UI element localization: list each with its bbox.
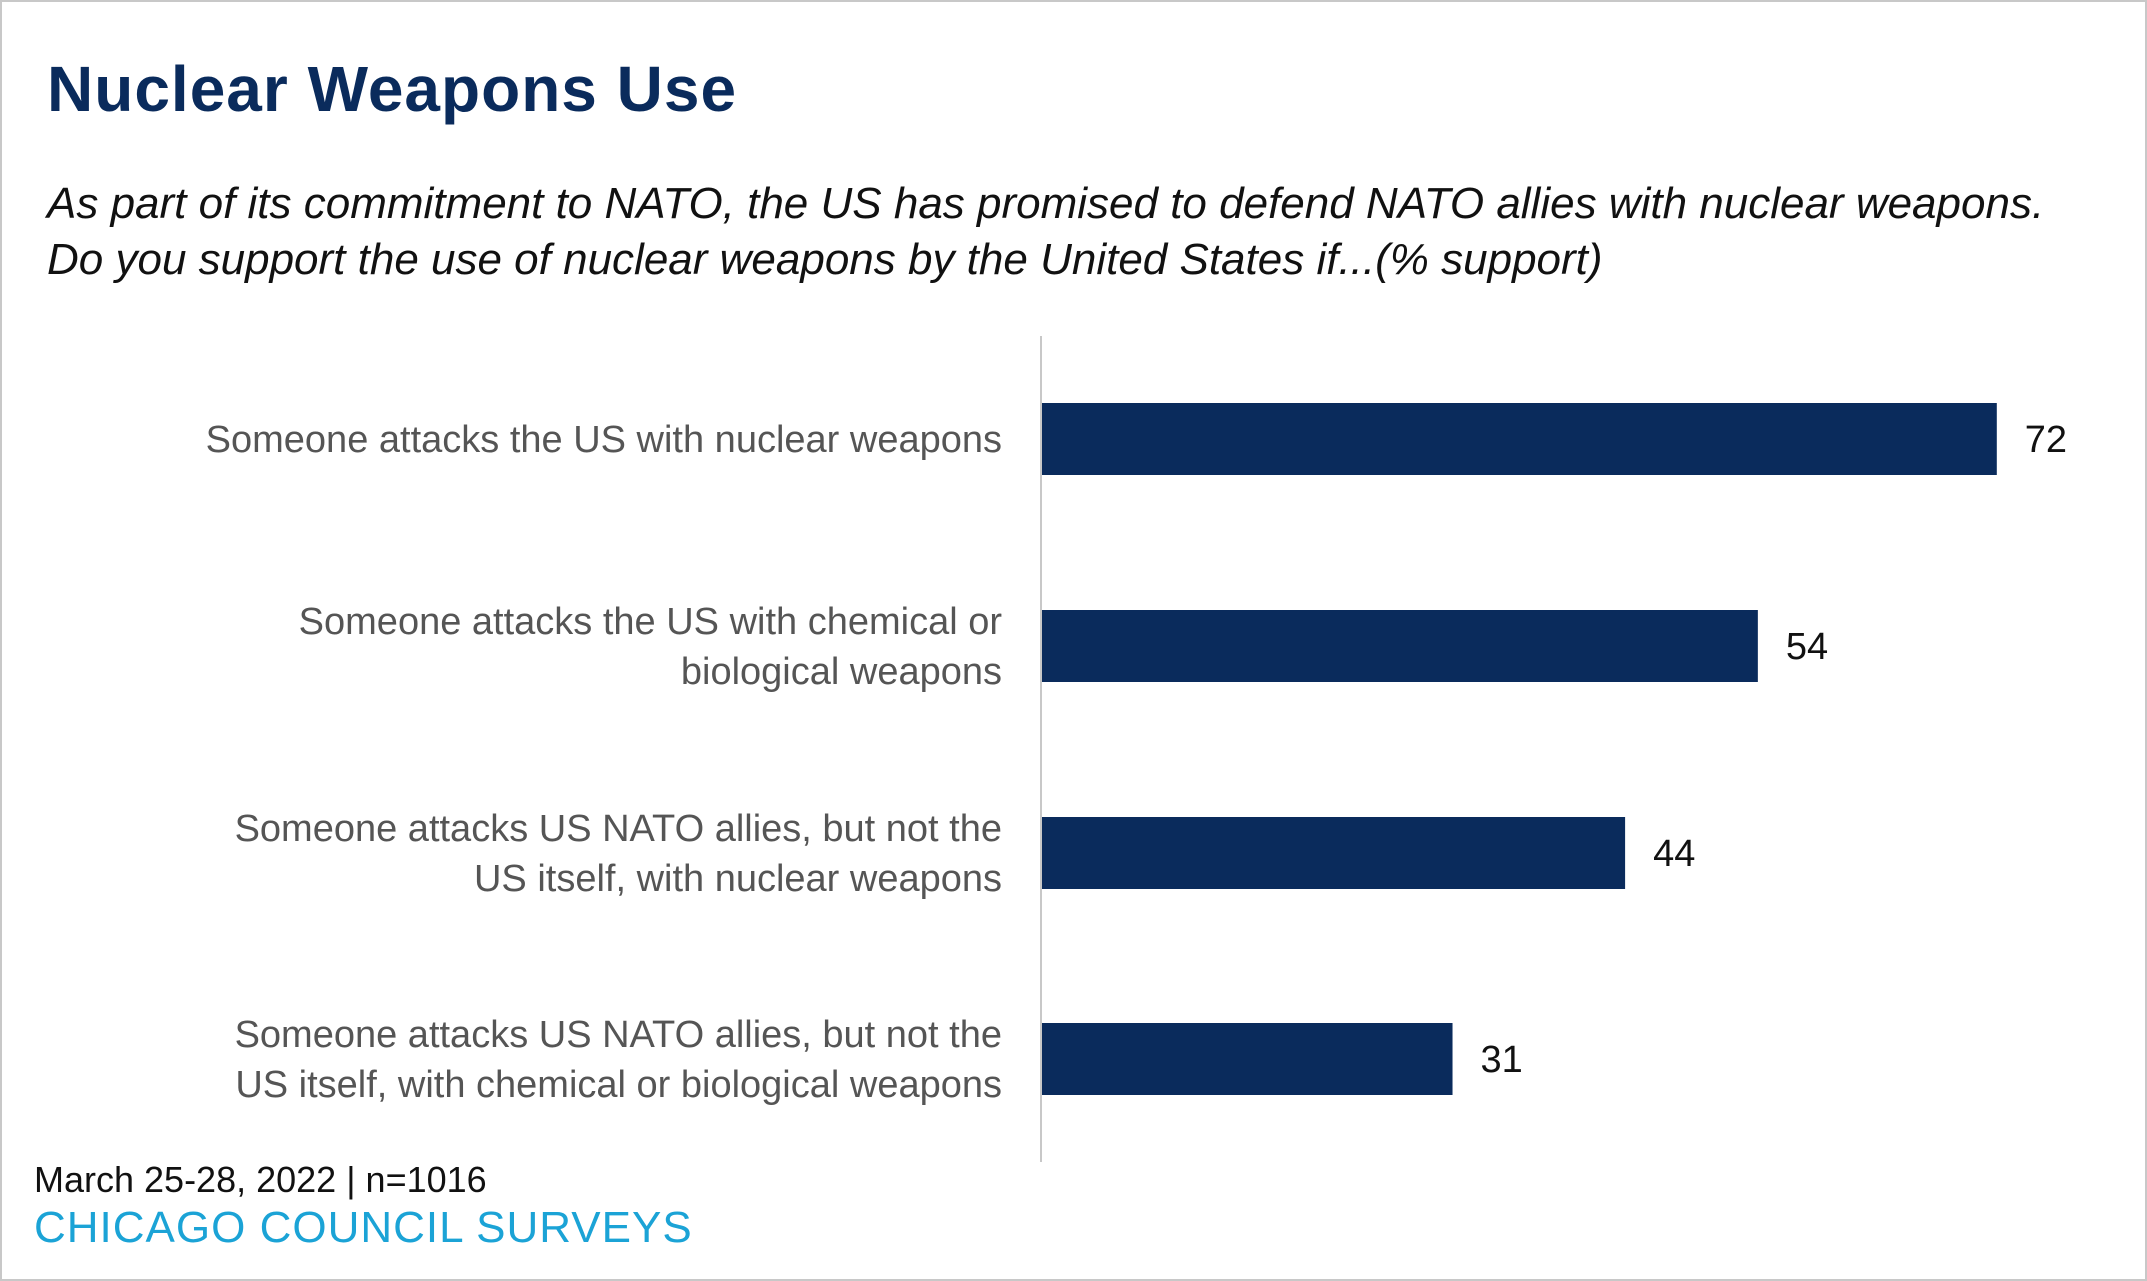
bar-2	[1041, 610, 1758, 682]
category-label-4-line-2: US itself, with chemical or biological w…	[235, 1064, 1002, 1106]
data-label-3: 44	[1653, 833, 1695, 875]
category-label-2-line-2: biological weapons	[681, 651, 1002, 693]
bar-4	[1041, 1023, 1453, 1095]
category-label-2-line-1: Someone attacks the US with chemical or	[299, 601, 1003, 643]
data-label-4: 31	[1481, 1039, 1523, 1081]
bar-1	[1041, 403, 1997, 475]
chart-subtitle: As part of its commitment to NATO, the U…	[47, 179, 2045, 284]
bar-3	[1041, 817, 1626, 889]
data-label-1: 72	[2025, 419, 2067, 461]
bars-layer: 72 Someone attacks the US with nuclear we…	[206, 403, 2067, 1106]
category-label-3-line-2: US itself, with nuclear weapons	[474, 858, 1002, 900]
data-label-2: 54	[1786, 626, 1828, 668]
brand-logo-text: CHICAGO COUNCIL SURVEYS	[34, 1203, 693, 1252]
category-label-3-line-1: Someone attacks US NATO allies, but not …	[235, 808, 1002, 850]
category-label-1-line-1: Someone attacks the US with nuclear weap…	[206, 419, 1002, 461]
survey-footnote: March 25-28, 2022 | n=1016	[34, 1159, 487, 1200]
chart-title: Nuclear Weapons Use	[47, 53, 738, 125]
category-label-4-line-1: Someone attacks US NATO allies, but not …	[235, 1014, 1002, 1056]
